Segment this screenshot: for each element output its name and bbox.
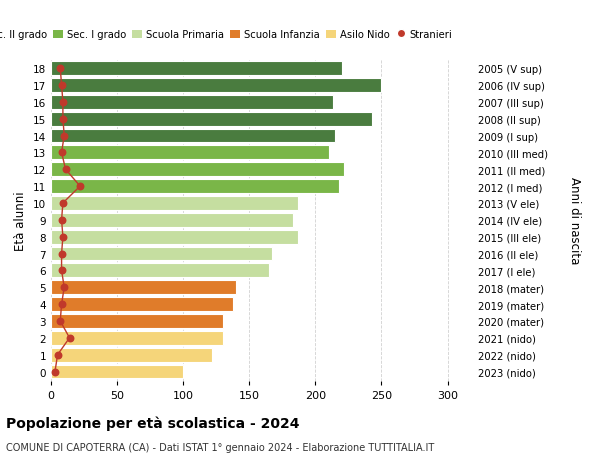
Bar [51,163,344,177]
Bar [51,62,342,76]
Point [57,267,67,274]
Point [53,351,62,358]
Bar [51,247,272,261]
Point [61,166,70,174]
Bar [51,180,339,194]
Bar [51,230,298,244]
Bar [51,297,233,311]
Point [59,284,69,291]
Bar [51,264,269,278]
Point [59,133,69,140]
Point [75,183,85,190]
Point [57,301,67,308]
Point [58,116,68,123]
Point [57,149,67,157]
Bar [51,79,382,93]
Legend: Sec. II grado, Sec. I grado, Scuola Primaria, Scuola Infanzia, Asilo Nido, Stran: Sec. II grado, Sec. I grado, Scuola Prim… [0,26,457,44]
Bar [51,196,298,210]
Point [57,217,67,224]
Point [50,368,60,375]
Point [57,82,67,90]
Point [65,335,74,342]
Point [57,250,67,257]
Point [55,65,65,73]
Bar [51,331,223,345]
Bar [51,281,236,295]
Bar [51,213,293,227]
Point [58,99,68,106]
Bar [51,146,329,160]
Text: Popolazione per età scolastica - 2024: Popolazione per età scolastica - 2024 [6,415,299,430]
Point [58,200,68,207]
Bar [51,314,223,328]
Bar [51,365,183,379]
Point [58,234,68,241]
Y-axis label: Anni di nascita: Anni di nascita [568,177,581,264]
Y-axis label: Età alunni: Età alunni [14,190,28,250]
Bar [51,348,212,362]
Point [55,318,65,325]
Text: COMUNE DI CAPOTERRA (CA) - Dati ISTAT 1° gennaio 2024 - Elaborazione TUTTITALIA.: COMUNE DI CAPOTERRA (CA) - Dati ISTAT 1°… [6,442,434,452]
Bar [51,112,372,126]
Bar [51,129,335,143]
Bar [51,95,332,109]
